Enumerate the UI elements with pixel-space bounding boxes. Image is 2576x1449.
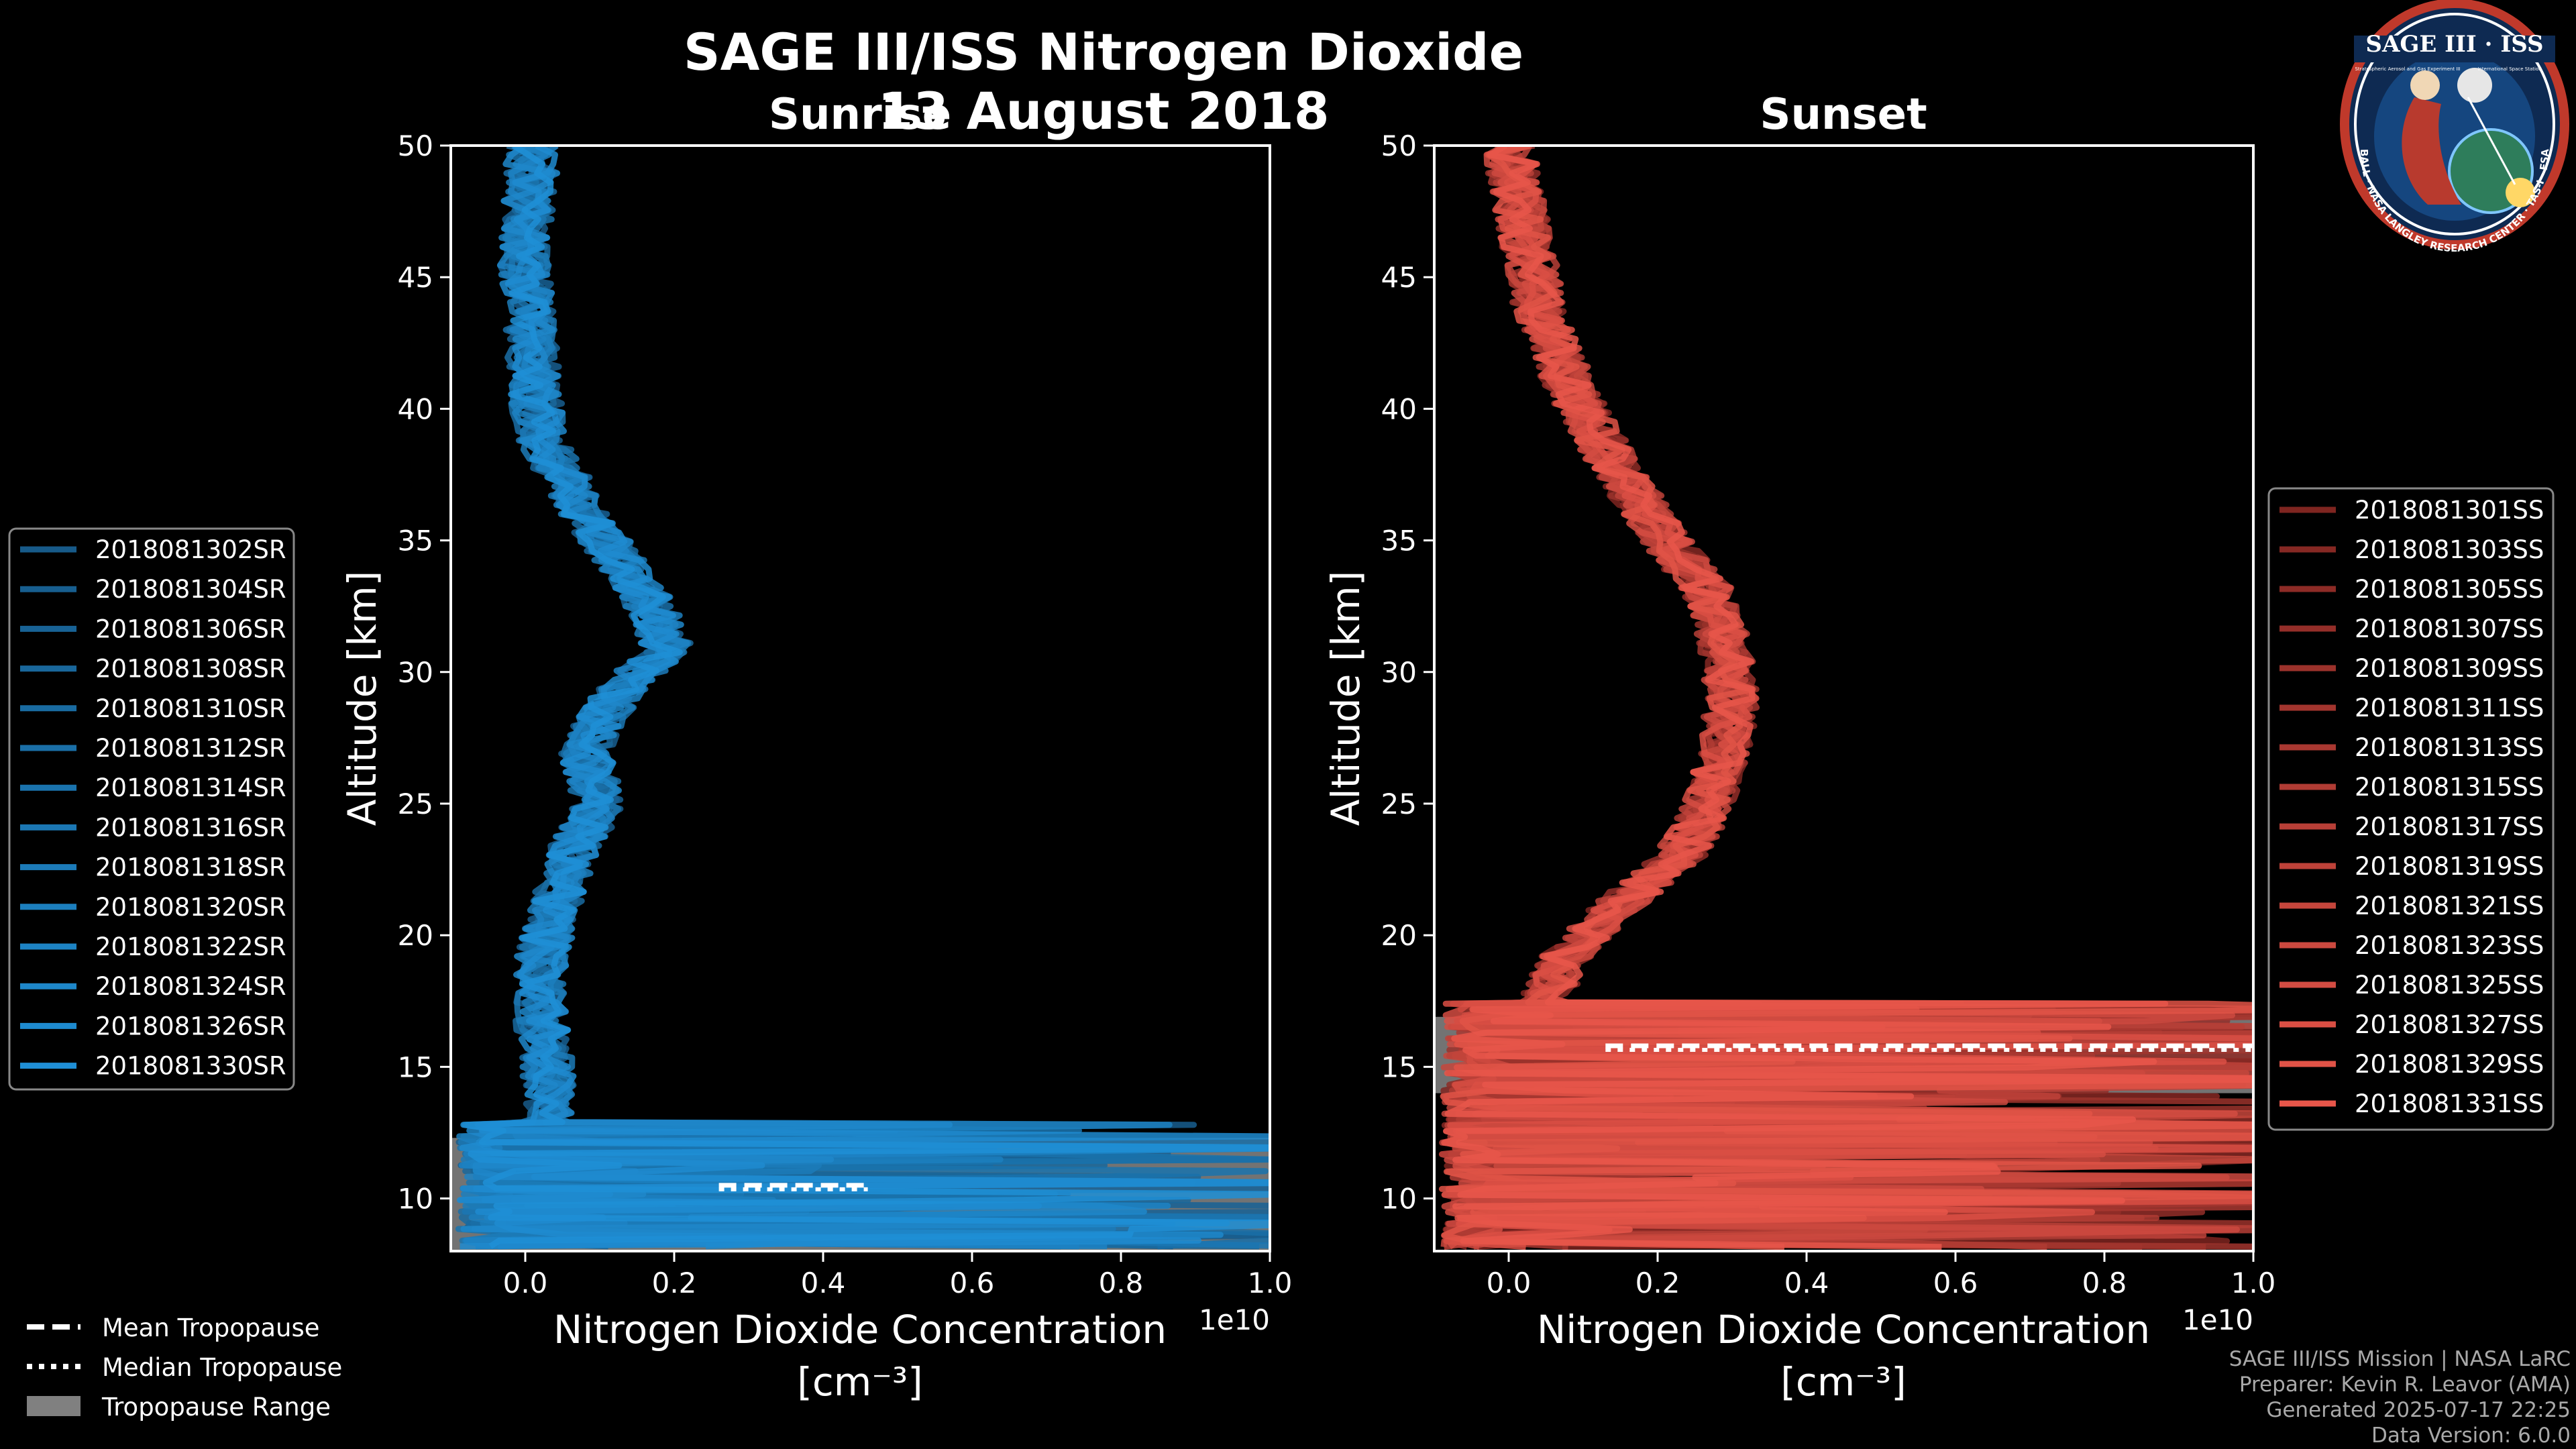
sunrise-ytick-label: 50 [398, 129, 433, 162]
sunset-legend-label: 2018081327SS [2355, 1010, 2544, 1039]
sunset-xtick-label: 0.0 [1487, 1267, 1532, 1299]
sunrise-xtick-label: 0.2 [652, 1267, 697, 1299]
sunrise-legend-label: 2018081310SR [95, 694, 286, 723]
sunset-xtick-label: 0.8 [2082, 1267, 2127, 1299]
tropopause-legend: Mean Tropopause Median Tropopause Tropop… [27, 1313, 342, 1421]
sunset-legend-label: 2018081311SS [2355, 694, 2544, 722]
sunrise-panel: 0.0 0.2 0.4 0.6 0.8 1.0 10 15 20 25 30 35 40 45 50 Alt… [339, 129, 1293, 1405]
sunrise-xunit: [cm⁻³] [797, 1359, 923, 1405]
footer-line-4: Data Version: 6.0.0 [2371, 1424, 2571, 1448]
sunrise-legend-label: 2018081318SR [95, 853, 286, 882]
sunrise-legend-label: 2018081320SR [95, 893, 286, 922]
sunset-x-exponent: 1e10 [2182, 1303, 2253, 1336]
sunrise-ytick-label: 25 [398, 788, 433, 820]
sunset-panel: 0.0 0.2 0.4 0.6 0.8 1.0 10 15 20 25 30 35 40 45 50 Alt… [1323, 129, 2276, 1405]
sunset-legend-label: 2018081323SS [2355, 931, 2544, 960]
sunset-ytick-label: 35 [1381, 525, 1417, 557]
sunset-legend-label: 2018081321SS [2355, 892, 2544, 920]
sunset-xtick-label: 0.2 [1635, 1267, 1680, 1299]
sunset-profile-2018081331SS [1441, 146, 2253, 1250]
footer-line-3: Generated 2025-07-17 22:25 [2266, 1398, 2571, 1422]
median-tropopause-label: Median Tropopause [102, 1353, 342, 1382]
logo-sub-right: International Space Station [2477, 66, 2541, 72]
sunset-ylabel: Altitude [km] [1323, 571, 1368, 826]
sunset-xtick-label: 0.4 [1784, 1267, 1829, 1299]
sunset-legend-label: 2018081307SS [2355, 614, 2544, 643]
sunset-legend-label: 2018081331SS [2355, 1089, 2544, 1118]
sunrise-ytick-label: 35 [398, 525, 433, 557]
logo-title: SAGE III · ISS [2365, 31, 2543, 58]
sunrise-frame [449, 144, 1271, 1252]
sunrise-legend-label: 2018081316SR [95, 813, 286, 842]
figure-date: 13 August 2018 [877, 81, 1329, 141]
sunset-legend-label: 2018081325SS [2355, 971, 2544, 1000]
panel-title-sunrise: Sunrise [769, 90, 951, 140]
footer-line-2: Preparer: Kevin R. Leavor (AMA) [2239, 1373, 2571, 1397]
sunrise-xtick-label: 0.8 [1099, 1267, 1144, 1299]
tropopause-range-label: Tropopause Range [101, 1393, 331, 1421]
sunset-xlabel: Nitrogen Dioxide Concentration [1537, 1307, 2150, 1352]
sunset-xtick-label: 0.6 [1933, 1267, 1978, 1299]
footer-line-1: SAGE III/ISS Mission | NASA LaRC [2229, 1347, 2571, 1371]
sunrise-xtick-label: 0.6 [950, 1267, 995, 1299]
sunrise-ytick-label: 30 [398, 656, 433, 689]
sunset-ytick-label: 25 [1381, 788, 1417, 820]
sunrise-legend-label: 2018081322SR [95, 932, 286, 961]
sunset-frame [1433, 144, 2255, 1252]
sunrise-legend-label: 2018081326SR [95, 1012, 286, 1040]
sunset-legend-label: 2018081329SS [2355, 1050, 2544, 1079]
sunrise-profiles [455, 146, 1270, 1250]
sunset-legend-label: 2018081313SS [2355, 733, 2544, 762]
panel-title-sunset: Sunset [1760, 90, 1927, 140]
sunrise-ytick-label: 40 [398, 392, 433, 425]
sunrise-legend-label: 2018081306SR [95, 614, 286, 643]
sunset-ytick-label: 45 [1381, 261, 1417, 294]
sunset-legend: 2018081301SS 2018081303SS 2018081305SS 2018… [2267, 487, 2555, 1131]
sunrise-ytick-label: 15 [398, 1051, 433, 1083]
sunrise-legend-label: 2018081302SR [95, 535, 286, 564]
sunrise-x-exponent: 1e10 [1199, 1303, 1270, 1336]
sunset-legend-label: 2018081319SS [2355, 852, 2544, 881]
sunrise-ytick-label: 45 [398, 261, 433, 294]
sunrise-profile-2018081330SR [460, 146, 1270, 1249]
sunset-ytick-label: 40 [1381, 392, 1417, 425]
sunset-xunit: [cm⁻³] [1780, 1359, 1907, 1405]
sunrise-legend-label: 2018081308SR [95, 655, 286, 684]
sunset-xtick-label: 1.0 [2231, 1267, 2276, 1299]
logo-sub-left: Stratospheric Aerosol and Gas Experiment… [2355, 66, 2460, 72]
sunset-legend-label: 2018081315SS [2355, 773, 2544, 802]
sunset-ytick-label: 10 [1381, 1183, 1417, 1216]
sunset-profiles [1438, 146, 2253, 1250]
sunrise-legend-label: 2018081314SR [95, 773, 286, 802]
sunset-legend-label: 2018081301SS [2355, 496, 2544, 525]
footer-credits: SAGE III/ISS Mission | NASA LaRC Prepare… [2229, 1347, 2571, 1448]
mean-tropopause-label: Mean Tropopause [102, 1313, 320, 1342]
sunset-ytick-label: 20 [1381, 919, 1417, 952]
sunset-legend-label: 2018081317SS [2355, 812, 2544, 841]
sunrise-xtick-label: 1.0 [1248, 1267, 1293, 1299]
sunset-legend-label: 2018081305SS [2355, 575, 2544, 604]
sunset-ytick-label: 30 [1381, 656, 1417, 689]
sunrise-legend-label: 2018081312SR [95, 734, 286, 763]
sage-iii-iss-logo: SAGE III · ISS Stratospheric Aerosol and… [2340, 0, 2569, 254]
sunset-ytick-label: 15 [1381, 1051, 1417, 1083]
tropopause-range-swatch [27, 1396, 80, 1416]
sunrise-ylabel: Altitude [km] [339, 571, 385, 826]
sunrise-xtick-label: 0.0 [503, 1267, 548, 1299]
sunrise-legend-label: 2018081324SR [95, 972, 286, 1001]
sunset-legend-label: 2018081309SS [2355, 654, 2544, 683]
sunrise-ytick-label: 20 [398, 919, 433, 952]
sunrise-ytick-label: 10 [398, 1183, 433, 1216]
sunset-ytick-label: 50 [1381, 129, 1417, 162]
sunrise-xtick-label: 0.4 [801, 1267, 846, 1299]
sunrise-legend-label: 2018081304SR [95, 575, 286, 604]
sunrise-legend-label: 2018081330SR [95, 1052, 286, 1081]
sunrise-legend: 2018081302SR 2018081304SR 2018081306SR 2018… [8, 527, 295, 1091]
sunset-legend-label: 2018081303SS [2355, 535, 2544, 564]
figure-title: SAGE III/ISS Nitrogen Dioxide [684, 22, 1523, 82]
sunrise-xlabel: Nitrogen Dioxide Concentration [553, 1307, 1167, 1352]
